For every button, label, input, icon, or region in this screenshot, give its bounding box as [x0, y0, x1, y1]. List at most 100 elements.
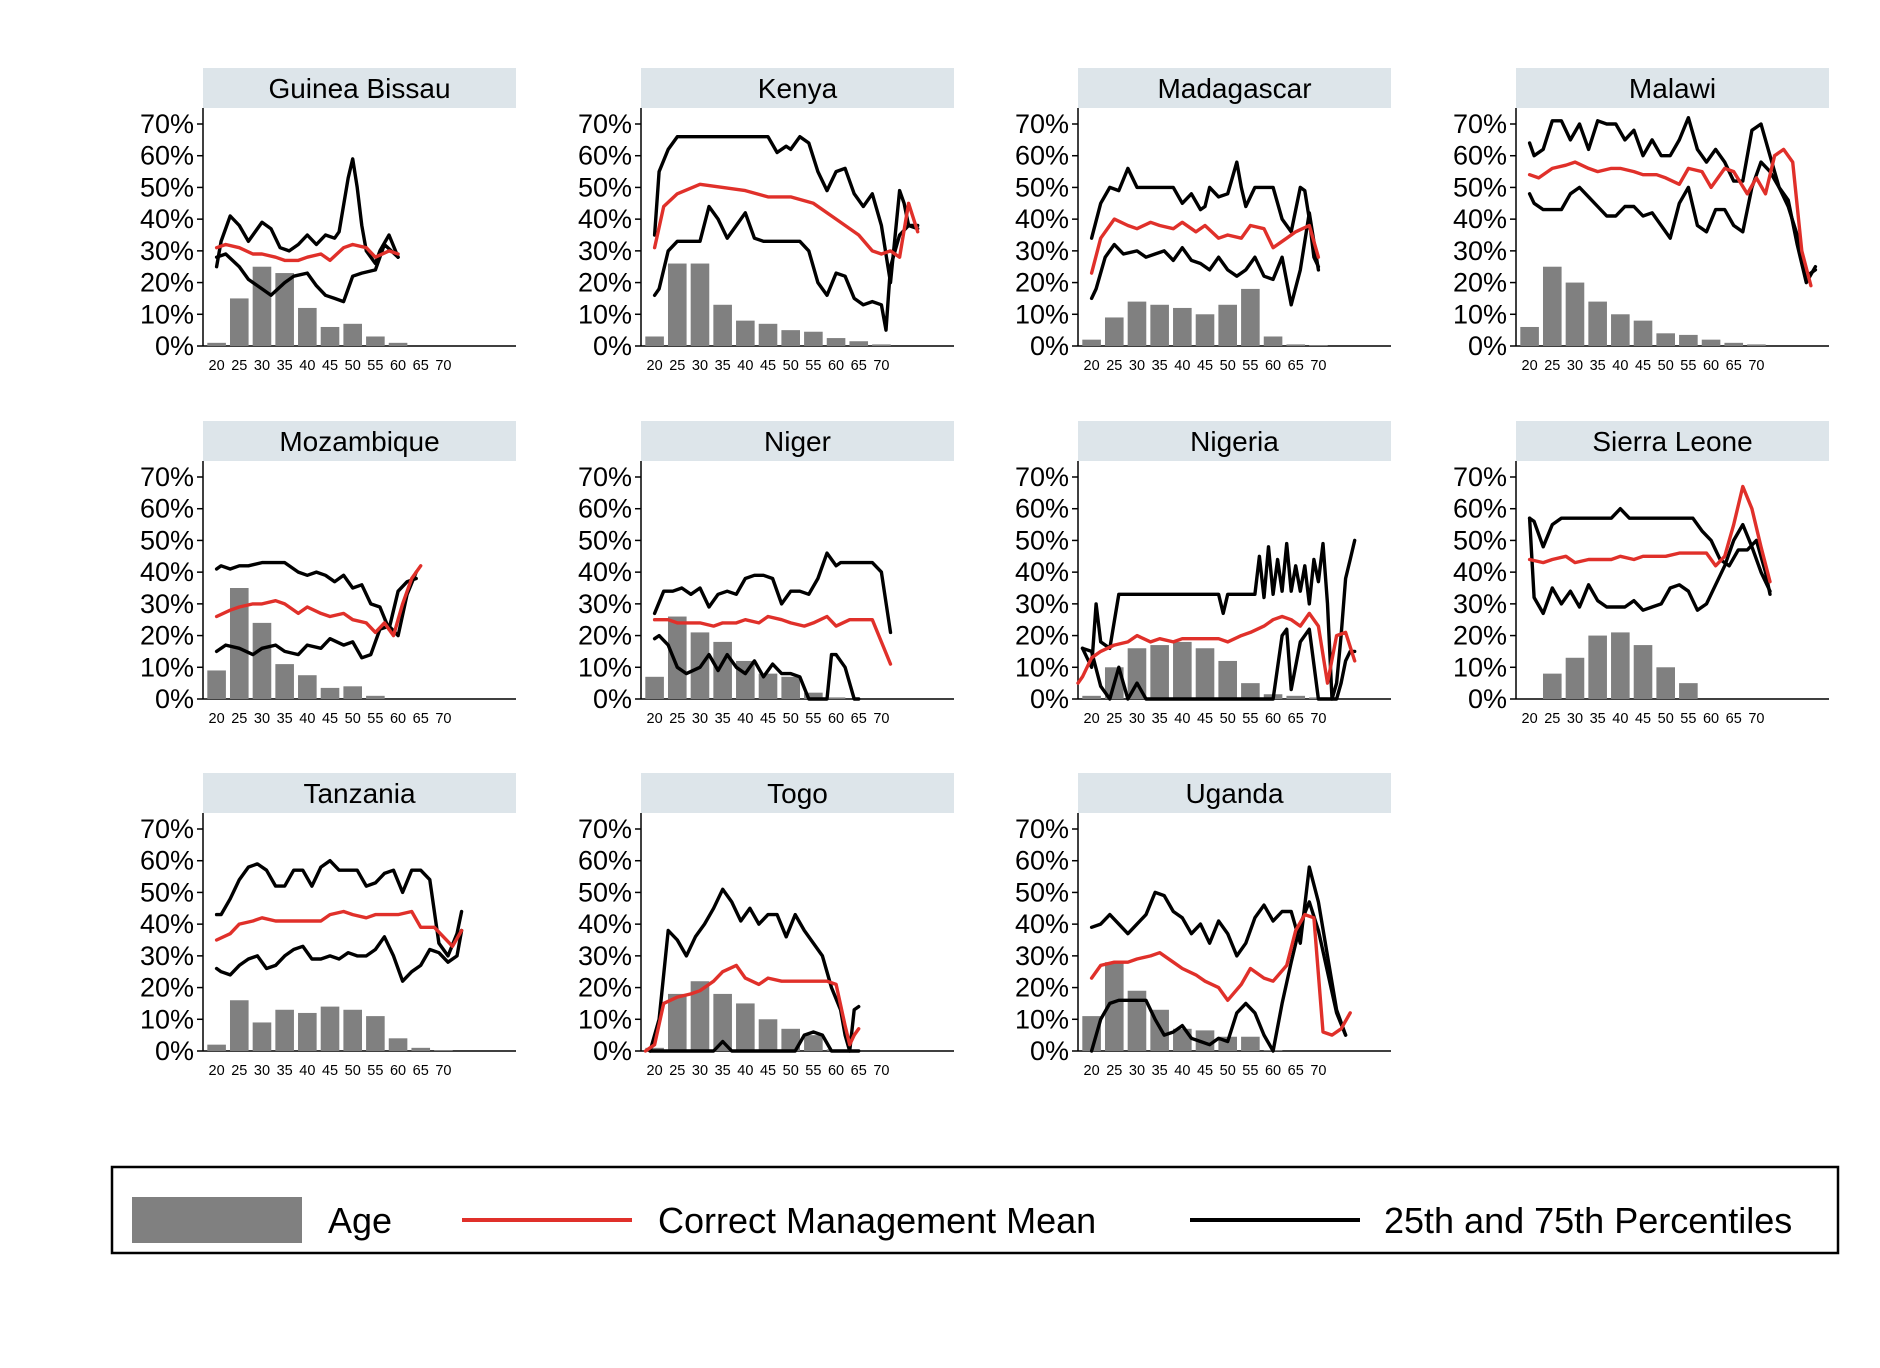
y-tick-label: 40%: [1453, 204, 1507, 234]
x-tick-label: 35: [1152, 711, 1168, 727]
p75-line: [1527, 507, 1772, 596]
panel-title-strip: [203, 68, 516, 108]
age-bar: [1286, 344, 1306, 346]
age-bar: [320, 326, 340, 346]
x-tick-label: 20: [1084, 711, 1100, 727]
y-tick-label: 70%: [1453, 109, 1507, 139]
age-bar: [1241, 1036, 1260, 1051]
y-tick-label: 70%: [1015, 462, 1069, 492]
p25-line: [1527, 160, 1818, 278]
y-tick-label: 20%: [1015, 973, 1069, 1003]
age-bar: [388, 1038, 408, 1051]
age-bar: [1082, 1016, 1101, 1051]
y-tick-label: 20%: [578, 268, 632, 298]
y-tick-label: 20%: [140, 973, 194, 1003]
age-bar: [252, 1022, 272, 1051]
x-tick-label: 20: [1084, 1063, 1100, 1079]
y-tick-label: 40%: [578, 204, 632, 234]
x-tick-label: 25: [669, 358, 685, 374]
x-tick-label: 50: [783, 711, 799, 727]
x-tick-label: 45: [322, 1063, 338, 1079]
age-bar: [1104, 962, 1124, 1051]
panel-title-strip: [1078, 773, 1391, 813]
panel-title: Mozambique: [279, 426, 439, 457]
panel-title: Tanzania: [303, 778, 416, 809]
x-tick-label: 50: [783, 358, 799, 374]
x-tick-label: 45: [322, 358, 338, 374]
x-tick-label: 65: [413, 358, 429, 374]
p75-line: [652, 135, 920, 285]
y-tick-label: 10%: [578, 652, 632, 682]
panel-title-strip: [203, 421, 516, 461]
panel-title: Nigeria: [1190, 426, 1279, 457]
panel-uganda: Uganda 0%10%20%30%40%50%60%70% 20 25 30 35 40 4…: [1015, 773, 1391, 1079]
x-tick-label: 65: [851, 358, 867, 374]
x-tick-label: 60: [1265, 1063, 1281, 1079]
p75-line: [1527, 116, 1818, 285]
x-tick-label: 45: [1197, 1063, 1213, 1079]
age-bar: [1520, 326, 1539, 346]
age-bar: [1195, 648, 1215, 699]
age-bar: [736, 320, 755, 346]
y-tick-label: 50%: [578, 877, 632, 907]
y-tick-label: 30%: [1015, 941, 1069, 971]
y-tick-label: 20%: [578, 973, 632, 1003]
y-tick-label: 0%: [155, 684, 194, 714]
x-tick-label: 25: [231, 711, 247, 727]
x-tick-label: 70: [873, 358, 889, 374]
age-bar: [736, 1003, 755, 1051]
age-bar: [1195, 314, 1215, 346]
y-tick-label: 30%: [1015, 589, 1069, 619]
y-tick-label: 20%: [140, 268, 194, 298]
age-bar: [1127, 301, 1147, 346]
age-bar: [1173, 641, 1192, 699]
panel-title-strip: [1516, 421, 1829, 461]
x-tick-label: 25: [1544, 711, 1560, 727]
x-tick-label: 70: [1310, 358, 1326, 374]
y-tick-label: 50%: [1453, 525, 1507, 555]
age-bar: [1588, 635, 1607, 699]
y-tick-label: 0%: [1030, 1036, 1069, 1066]
mean-line: [214, 564, 423, 638]
y-tick-label: 0%: [1030, 684, 1069, 714]
p25-line: [648, 1030, 861, 1053]
x-tick-label: 35: [1590, 711, 1606, 727]
mean-line: [643, 963, 861, 1053]
x-tick-label: 55: [367, 1063, 383, 1079]
x-tick-label: 55: [1242, 711, 1258, 727]
x-tick-label: 65: [851, 711, 867, 727]
x-tick-label: 65: [413, 1063, 429, 1079]
x-tick-label: 70: [435, 358, 451, 374]
panel-madagascar: Madagascar 0%10%20%30%40%50%60%70% 20 25 30 3…: [1015, 68, 1391, 374]
y-tick-label: 50%: [578, 525, 632, 555]
panel-mozambique: Mozambique 0%10%20%30%40%50%60%70% 20 25 30 3…: [140, 421, 516, 727]
x-tick-label: 65: [1726, 358, 1742, 374]
legend: Age Correct Management Mean 25th and 75th …: [110, 1165, 1840, 1255]
age-bar: [366, 695, 385, 699]
panel-togo: Togo 0%10%20%30%40%50%60%70% 20 25 30 35 40 45 5…: [578, 773, 954, 1079]
y-tick-label: 40%: [1453, 557, 1507, 587]
y-tick-label: 40%: [578, 909, 632, 939]
y-tick-label: 70%: [578, 109, 632, 139]
y-tick-label: 0%: [155, 331, 194, 361]
panel-title-strip: [1078, 421, 1391, 461]
x-tick-label: 60: [1703, 711, 1719, 727]
p75-line: [648, 887, 861, 1053]
legend-key-age: [132, 1197, 302, 1243]
p75-line: [1080, 538, 1357, 701]
age-bar: [1241, 288, 1260, 346]
age-bar: [872, 344, 891, 346]
y-tick-label: 10%: [1015, 299, 1069, 329]
x-tick-label: 30: [254, 1063, 270, 1079]
y-tick-label: 60%: [578, 141, 632, 171]
age-bar: [667, 263, 687, 346]
age-bar: [207, 342, 226, 346]
age-bar: [366, 1016, 385, 1051]
x-tick-label: 55: [1242, 358, 1258, 374]
age-bar: [690, 263, 710, 346]
age-bar: [1633, 645, 1653, 699]
x-tick-label: 20: [1522, 358, 1538, 374]
x-tick-label: 30: [1567, 711, 1583, 727]
age-bar: [343, 323, 362, 346]
